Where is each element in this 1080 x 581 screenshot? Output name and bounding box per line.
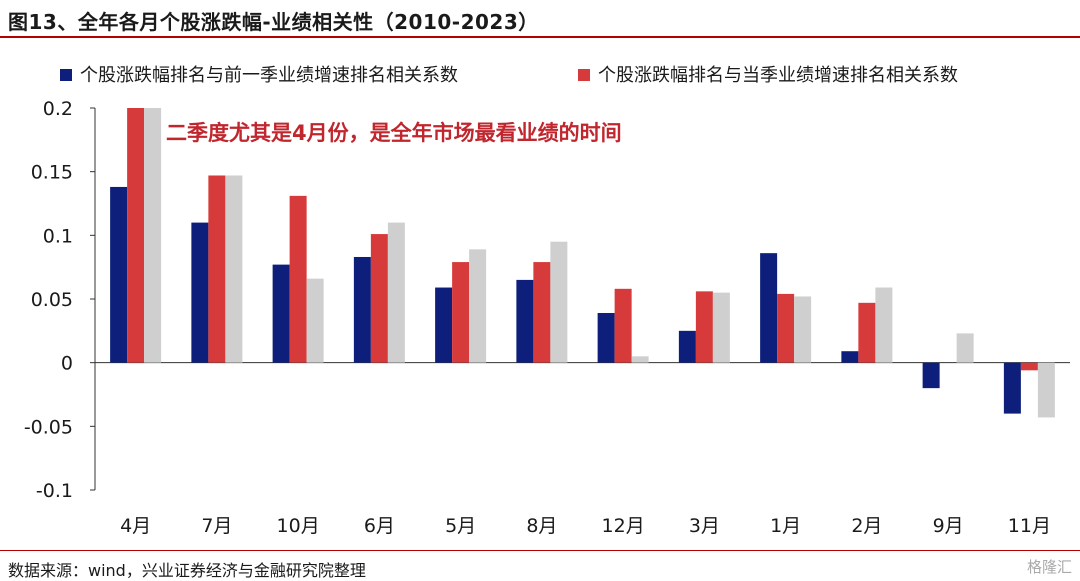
bar [1037,362,1055,418]
annotation-text: 二季度尤其是4月份，是全年市场最看业绩的时间 [166,121,622,145]
bar [289,195,307,363]
x-tick-label: 1月 [770,515,801,537]
bar [306,278,324,363]
x-tick-label: 10月 [277,515,320,537]
bar [127,108,145,363]
watermark-logo: 格隆汇 [1026,558,1072,576]
bar [353,256,371,363]
y-tick-label: 0.05 [31,289,73,311]
bar [712,292,730,363]
source-note: 数据来源：wind，兴业证券经济与金融研究院整理 [8,561,366,580]
x-tick-label: 12月 [602,515,645,537]
bar [370,234,388,363]
x-tick-label: 4月 [120,515,151,537]
bar [435,287,453,363]
y-tick-label: 0 [61,353,73,375]
x-tick-label: 9月 [933,515,964,537]
bar [225,175,243,363]
bar [533,262,551,363]
bar [387,222,405,363]
bar [516,279,534,363]
bar [760,253,778,363]
x-tick-label: 3月 [689,515,720,537]
chart-title: 图13、全年各月个股涨跌幅-业绩相关性（2010-2023） [8,10,539,34]
bar-chart: 个股涨跌幅排名与前一季业绩增速排名相关系数 个股涨跌幅排名与当季业绩增速排名相关系… [24,65,1070,537]
bar [841,351,859,363]
bar [922,362,940,389]
legend-swatch [578,69,590,81]
x-tick-label: 8月 [526,515,557,537]
y-tick-label: 0.15 [31,162,73,184]
legend-label: 个股涨跌幅排名与当季业绩增速排名相关系数 [598,65,958,86]
bar [695,291,713,363]
x-tick-label: 6月 [364,515,395,537]
legend-label: 个股涨跌幅排名与前一季业绩增速排名相关系数 [80,65,458,86]
bar [597,313,615,363]
bar [777,293,795,363]
y-tick-label: -0.05 [24,416,73,438]
bar [1003,362,1021,414]
bar [956,333,974,363]
bar [191,222,209,363]
bar [631,356,649,363]
y-tick-label: 0.1 [43,225,73,247]
bar [110,186,128,363]
bar [550,241,568,363]
y-tick-label: -0.1 [36,480,73,502]
bar [208,175,226,363]
bar [875,287,893,363]
bar [469,249,487,363]
x-tick-label: 5月 [445,515,476,537]
title-divider [0,36,1080,38]
bar [858,302,876,363]
bar [272,264,290,363]
legend-swatch [60,69,72,81]
x-tick-label: 11月 [1008,515,1051,537]
bar [678,330,696,363]
bar [794,296,812,363]
x-tick-label: 2月 [851,515,882,537]
bar [614,288,632,363]
x-tick-label: 7月 [201,515,232,537]
y-tick-label: 0.2 [43,98,73,120]
bar [452,262,470,363]
bar [1020,362,1038,371]
bar [144,108,162,363]
title-bar: 图13、全年各月个股涨跌幅-业绩相关性（2010-2023） [0,0,1080,36]
footer-divider [0,550,1080,551]
